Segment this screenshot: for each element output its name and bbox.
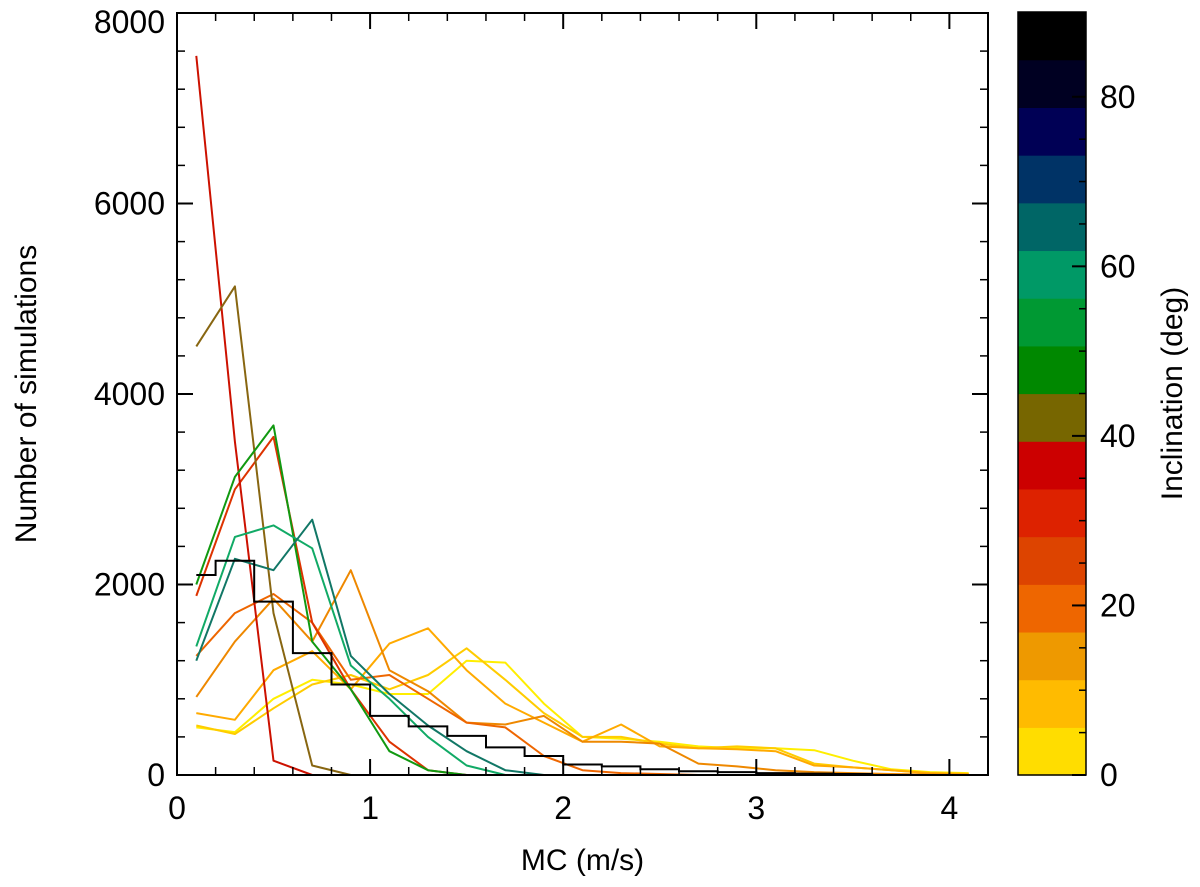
series-line-1 <box>196 647 969 775</box>
colorbar-segment <box>1018 298 1086 347</box>
y-tick-label: 0 <box>147 757 165 793</box>
x-tick-label: 2 <box>554 790 572 826</box>
series-line-3 <box>195 569 969 776</box>
colorbar-segment <box>1018 631 1086 681</box>
colorbar-tick-label: 40 <box>1100 418 1136 454</box>
colorbar: 0 20 40 60 80 <box>1017 11 1136 793</box>
colorbar-segment <box>1018 202 1086 252</box>
colorbar-segment <box>1018 536 1086 585</box>
axis-layer: 0 1 2 3 4 0 2000 4000 6000 8000 <box>94 4 988 826</box>
series-line-8 <box>195 424 544 776</box>
colorbar-tick-label: 80 <box>1100 79 1136 115</box>
colorbar-segment <box>1018 727 1086 776</box>
colorbar-frame <box>1017 11 1087 776</box>
histogram-step-line <box>196 559 988 776</box>
colorbar-segment <box>1018 393 1086 442</box>
x-tick-label: 3 <box>747 790 765 826</box>
y-tick-label: 8000 <box>94 4 165 40</box>
series-line-2 <box>196 627 969 775</box>
y-tick-label: 2000 <box>94 567 165 603</box>
colorbar-tick-label: 20 <box>1100 587 1136 623</box>
series-layer <box>195 55 969 776</box>
colorbar-segment <box>1018 59 1086 108</box>
colorbar-segment <box>1018 441 1086 490</box>
colorbar-segment <box>1018 250 1086 299</box>
series-line-0 <box>196 659 969 775</box>
colorbar-tick-label: 0 <box>1100 757 1118 793</box>
colorbar-label: Inclination (deg) <box>1156 287 1189 500</box>
y-axis-label: Number of simulations <box>10 245 43 543</box>
x-tick-label: 4 <box>940 790 958 826</box>
colorbar-segment <box>1018 679 1086 728</box>
colorbar-segment <box>1018 584 1086 633</box>
y-tick-label: 6000 <box>94 186 165 222</box>
x-tick-label: 1 <box>361 790 379 826</box>
histogram-layer <box>196 559 988 776</box>
y-tick-label: 4000 <box>94 376 165 412</box>
colorbar-segment <box>1018 155 1086 204</box>
colorbar-segment <box>1018 107 1086 156</box>
x-tick-label: 0 <box>168 790 186 826</box>
colorbar-segment <box>1018 345 1086 395</box>
colorbar-tick-label: 60 <box>1100 248 1136 284</box>
colorbar-segment <box>1018 12 1086 61</box>
colorbar-segment <box>1018 488 1086 538</box>
x-axis-label: MC (m/s) <box>521 844 644 877</box>
plot-frame <box>176 12 989 776</box>
